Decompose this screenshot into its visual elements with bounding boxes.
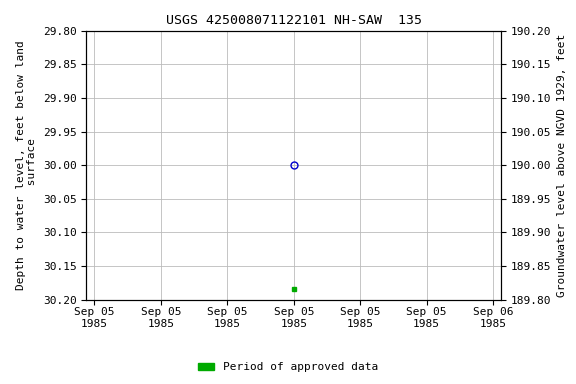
Y-axis label: Depth to water level, feet below land
 surface: Depth to water level, feet below land su… <box>16 40 37 290</box>
Title: USGS 425008071122101 NH-SAW  135: USGS 425008071122101 NH-SAW 135 <box>166 14 422 27</box>
Y-axis label: Groundwater level above NGVD 1929, feet: Groundwater level above NGVD 1929, feet <box>557 33 567 297</box>
Legend: Period of approved data: Period of approved data <box>193 358 383 377</box>
